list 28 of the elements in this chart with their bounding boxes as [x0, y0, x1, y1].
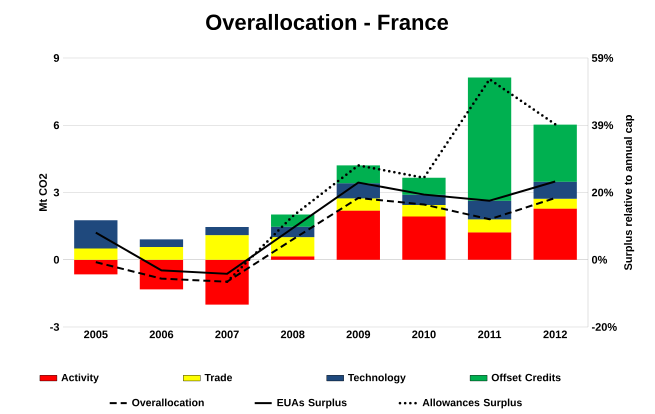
y-axis-title: Mt CO2: [39, 174, 47, 211]
x-tick-label: 2005: [84, 330, 108, 338]
y-tick-label: 6: [54, 121, 60, 130]
y2-tick-label: 59%: [592, 54, 614, 62]
legend-label: Technology: [348, 374, 406, 384]
x-tick-label: 2006: [150, 330, 174, 338]
x-tick-label: 2012: [543, 330, 567, 338]
y2-tick-label: -20%: [592, 323, 617, 331]
y2-tick-label: 39%: [592, 121, 614, 130]
x-tick-label: 2007: [215, 330, 239, 338]
y-tick-label: 0: [54, 256, 60, 264]
y-tick-label: 3: [54, 188, 60, 196]
legend-label: Overallocation: [132, 398, 204, 406]
x-tick-label: 2010: [412, 330, 436, 338]
chart-title: Overallocation - France: [206, 14, 448, 30]
x-tick-label: 2009: [346, 330, 370, 338]
y-tick-label: -3: [50, 323, 60, 331]
y2-axis-title: Surplus relative to annual cap: [624, 115, 634, 270]
x-tick-label: 2011: [478, 330, 502, 338]
legend-label: Activity: [61, 374, 99, 384]
y-tick-label: 9: [54, 54, 60, 62]
legend-label: EUAs Surplus: [277, 398, 347, 408]
legend-label: Trade: [204, 374, 232, 382]
x-tick-label: 2008: [280, 330, 305, 338]
legend-label: Allowances Surplus: [422, 398, 522, 408]
legend-label: Offset Credits: [492, 374, 561, 382]
y2-tick-label: 0%: [592, 256, 608, 264]
y2-tick-label: 20%: [592, 188, 614, 196]
